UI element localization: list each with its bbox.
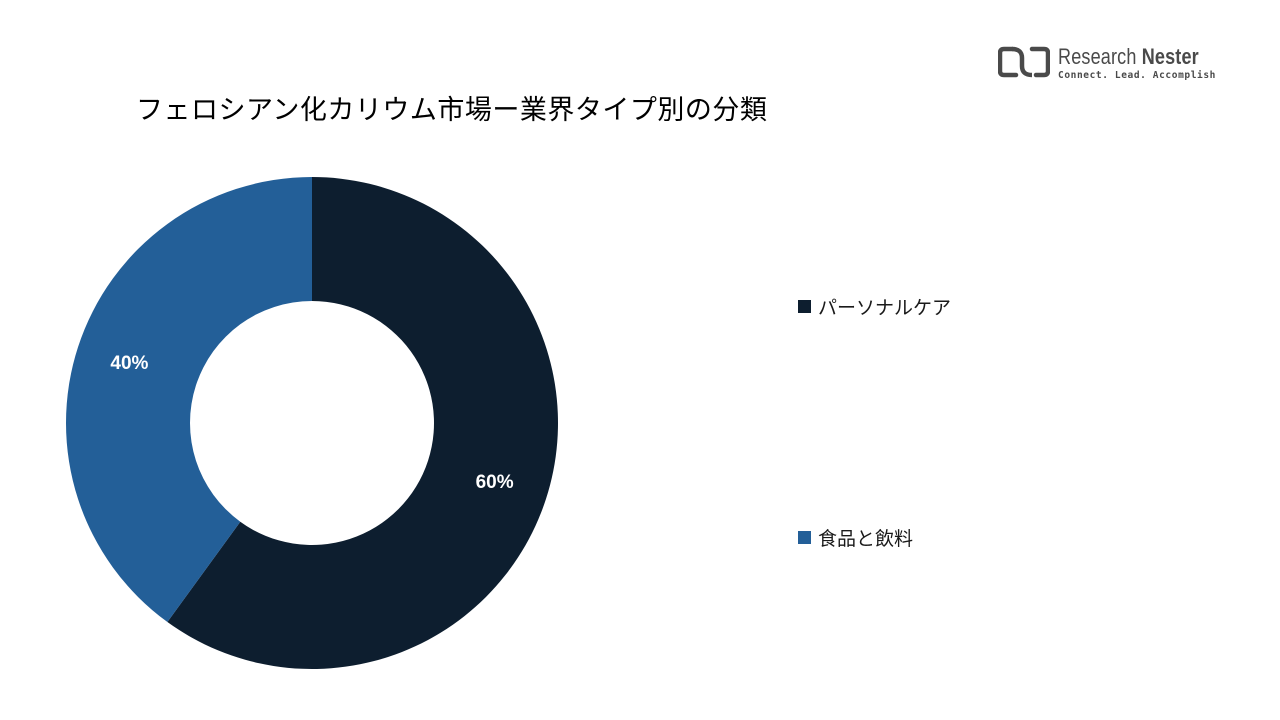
logo-name: Research Nester [1058,44,1199,70]
donut-slice-food-beverage [66,177,312,623]
legend-item-personal-care: パーソナルケア [798,293,951,320]
data-label-food-beverage: 40% [110,353,148,374]
legend-label-personal-care: パーソナルケア [818,297,952,319]
legend-swatch-food-beverage [798,531,811,544]
donut-slice-personal-care [167,177,559,669]
chart-title: フェロシアン化カリウム市場ー業界タイプ別の分類 [136,95,768,126]
legend-swatch-personal-care [798,300,811,313]
logo-tagline: Connect. Lead. Accomplish [1058,70,1216,81]
legend-item-food-beverage: 食品と飲料 [798,524,913,551]
research-nester-logo-icon [998,46,1050,78]
legend-label-food-beverage: 食品と飲料 [818,528,914,550]
logo-name-regular: Research [1058,44,1137,69]
data-label-personal-care: 60% [476,472,514,493]
logo-name-bold: Nester [1141,44,1199,69]
brand-logo: Research Nester Connect. Lead. Accomplis… [998,44,1218,84]
